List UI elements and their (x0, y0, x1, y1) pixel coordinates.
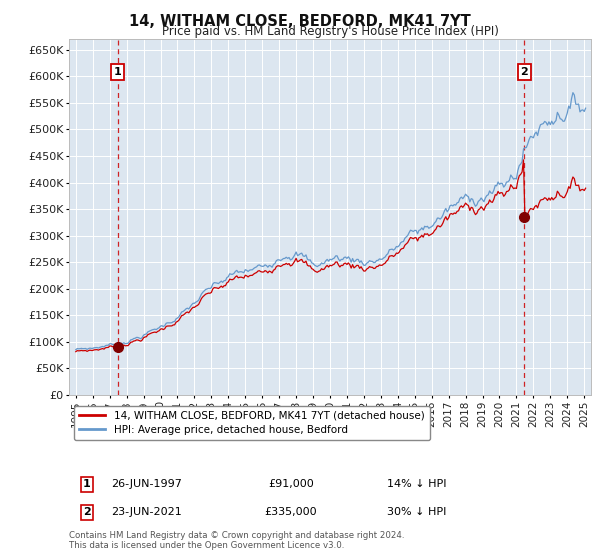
Title: Price paid vs. HM Land Registry's House Price Index (HPI): Price paid vs. HM Land Registry's House … (161, 25, 499, 38)
Text: 14, WITHAM CLOSE, BEDFORD, MK41 7YT: 14, WITHAM CLOSE, BEDFORD, MK41 7YT (129, 14, 471, 29)
Legend: 14, WITHAM CLOSE, BEDFORD, MK41 7YT (detached house), HPI: Average price, detach: 14, WITHAM CLOSE, BEDFORD, MK41 7YT (det… (74, 405, 430, 440)
Text: 14% ↓ HPI: 14% ↓ HPI (387, 479, 447, 489)
Text: Contains HM Land Registry data © Crown copyright and database right 2024.
This d: Contains HM Land Registry data © Crown c… (69, 530, 404, 550)
Text: 26-JUN-1997: 26-JUN-1997 (112, 479, 182, 489)
Text: £91,000: £91,000 (268, 479, 314, 489)
Text: 1: 1 (83, 479, 91, 489)
Text: 23-JUN-2021: 23-JUN-2021 (112, 507, 182, 517)
Text: £335,000: £335,000 (265, 507, 317, 517)
Text: 2: 2 (83, 507, 91, 517)
Text: 2: 2 (521, 67, 528, 77)
Text: 30% ↓ HPI: 30% ↓ HPI (388, 507, 446, 517)
Text: 1: 1 (114, 67, 122, 77)
